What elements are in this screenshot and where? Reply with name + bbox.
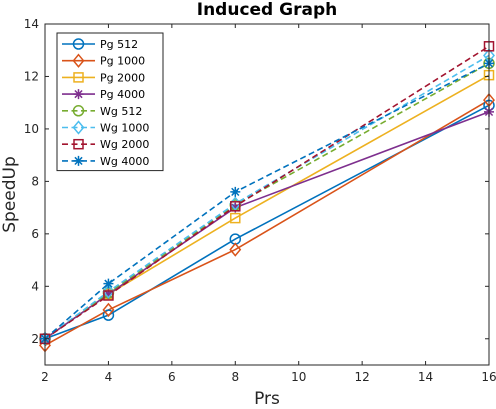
legend-label: Pg 1000	[100, 55, 145, 68]
legend-label: Wg 2000	[100, 138, 149, 151]
legend-marker	[73, 72, 84, 83]
x-tick-label: 16	[481, 370, 496, 384]
series-line-wg-2000	[44, 45, 490, 340]
chart-title: Induced Graph	[197, 0, 337, 20]
axes	[44, 23, 490, 366]
x-tick-label: 6	[168, 370, 176, 384]
legend-marker	[73, 89, 84, 100]
data-point-pg-512-4	[102, 309, 115, 321]
legend-marker	[73, 138, 84, 150]
data-point-pg-2000-8	[230, 212, 241, 224]
legend-marker	[72, 105, 85, 117]
x-tick-label: 2	[41, 370, 49, 384]
x-tick-label: 4	[105, 370, 113, 384]
data-point-pg-4000-4	[103, 289, 114, 300]
y-axis-label: SpeedUp	[0, 156, 20, 233]
x-tick-label: 12	[355, 370, 370, 384]
x-tick-label: 8	[231, 370, 239, 384]
legend-entry: Pg 2000	[62, 71, 145, 84]
legend-entry: Wg 2000	[62, 138, 149, 151]
data-point-wg-1000-4	[102, 284, 115, 299]
legend: Pg 512 Pg 1000 Pg 2000 Pg 4000 Wg 512 Wg 1000…	[56, 32, 164, 172]
legend-entry: Wg 1000	[62, 120, 149, 135]
data-point-pg-1000-8	[229, 242, 242, 257]
y-tick-label: 2	[31, 332, 39, 346]
legend-marker	[72, 53, 85, 68]
legend-marker	[72, 38, 85, 50]
series-line-pg-1000	[44, 99, 490, 347]
y-tick-label: 4	[31, 279, 39, 293]
legend-label: Pg 2000	[100, 71, 145, 84]
data-point-pg-1000-4	[102, 302, 115, 318]
y-tick-label: 10	[24, 122, 39, 136]
axes-box	[44, 23, 490, 366]
legend-marker	[72, 120, 85, 135]
y-tick-label: 6	[31, 227, 39, 241]
legend-entry: Pg 512	[62, 38, 138, 51]
y-tick-label: 12	[24, 69, 39, 83]
tick-labels: 2 4 6 8 10 12 14 16 2 4 6 8 10 12 14	[24, 17, 496, 384]
series-lines	[44, 45, 490, 347]
legend-entry: Wg 512	[62, 105, 142, 118]
legend-entry: Pg 4000	[62, 88, 145, 101]
data-point-wg-4000-8	[230, 186, 241, 197]
legend-label: Pg 512	[100, 38, 138, 51]
legend-label: Wg 4000	[100, 155, 149, 168]
legend-marker	[73, 155, 84, 166]
y-tick-label: 14	[24, 17, 39, 31]
data-point-wg-4000-4	[103, 278, 114, 289]
x-tick-label: 14	[418, 370, 433, 384]
x-tick-label: 10	[291, 370, 306, 384]
data-point-wg-2000-4	[103, 290, 114, 301]
legend-label: Wg 1000	[100, 122, 149, 135]
data-point-pg-4000-8	[230, 202, 241, 213]
x-axis-label: Prs	[254, 389, 280, 409]
data-point-wg-2000-8	[230, 201, 241, 212]
legend-label: Wg 512	[100, 105, 142, 118]
series-line-wg-1000	[44, 54, 490, 340]
series-line-wg-4000	[44, 62, 490, 340]
legend-label: Pg 4000	[100, 88, 145, 101]
legend-entry: Pg 1000	[62, 53, 145, 68]
legend-entry: Wg 4000	[62, 155, 149, 168]
y-tick-label: 8	[31, 174, 39, 188]
